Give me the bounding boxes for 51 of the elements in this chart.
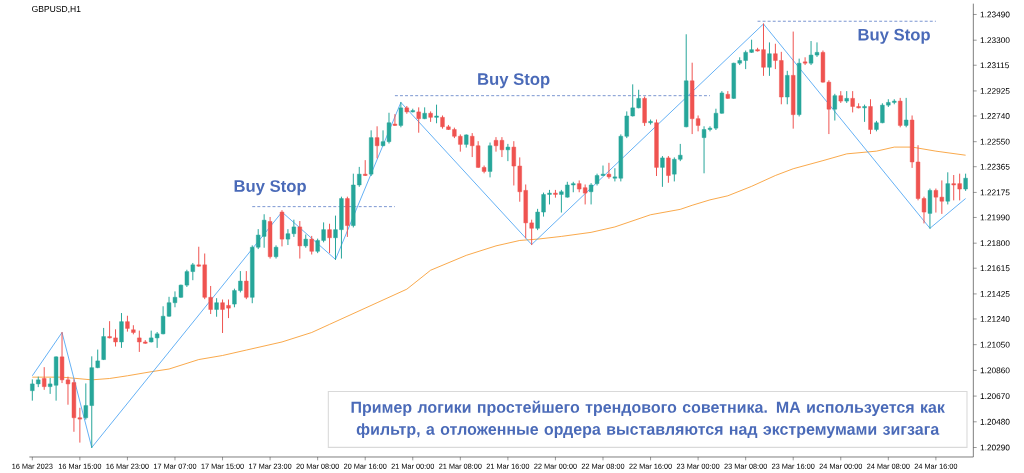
- candlestick: [588, 183, 594, 205]
- candlestick: [244, 271, 249, 300]
- candlestick: [666, 156, 671, 183]
- candlestick: [785, 70, 790, 105]
- candlestick: [363, 160, 368, 177]
- candlestick: [802, 57, 808, 66]
- candlestick: [648, 119, 653, 125]
- annotation: Buy Stop: [234, 180, 306, 196]
- candlestick: [945, 172, 950, 205]
- candlestick: [398, 101, 404, 128]
- y-tick-label: 1.20480: [980, 418, 1010, 425]
- candlestick: [832, 93, 837, 121]
- candlestick: [416, 107, 421, 133]
- candlestick: [42, 367, 47, 390]
- annotation: Buy Stop: [478, 73, 550, 89]
- candlestick: [606, 162, 612, 179]
- y-tick-label: 1.23115: [980, 62, 1009, 69]
- y-tick-label: 1.22175: [980, 189, 1010, 196]
- annotation: Buy Stop: [858, 28, 930, 44]
- y-tick-label: 1.21990: [980, 214, 1010, 221]
- candlestick: [904, 97, 909, 128]
- annotation: Пример логики простейшего трендового советника. MA используется как фильтр, а отложенные ордера выставляются над экстремумами зигзага: [351, 400, 945, 439]
- y-tick-label: 1.22550: [980, 138, 1010, 145]
- y-tick-label: 1.21050: [980, 341, 1010, 348]
- y-tick-label: 1.22925: [980, 88, 1010, 94]
- chart-title: GBPUSD,H1: [32, 5, 81, 13]
- candlestick: [927, 188, 933, 229]
- y-tick-label: 1.22740: [980, 113, 1010, 119]
- candlestick: [101, 327, 106, 361]
- candlestick: [868, 99, 873, 135]
- y-tick-label: 1.20290: [980, 444, 1010, 451]
- candlestick: [327, 223, 332, 254]
- y-tick-label: 1.20860: [980, 367, 1010, 374]
- candlestick: [505, 143, 511, 162]
- y-tick-label: 1.21240: [980, 316, 1010, 322]
- candlestick: [392, 114, 398, 126]
- candlestick: [660, 156, 665, 187]
- y-tick-label: 1.23490: [980, 11, 1010, 18]
- candlestick: [862, 104, 867, 122]
- y-tick-label: 1.21425: [980, 290, 1010, 297]
- line-series: [31, 23, 967, 448]
- y-tick-label: 1.20670: [980, 393, 1010, 400]
- candlestick: [374, 126, 380, 159]
- candlestick: [119, 313, 124, 348]
- y-tick-label: 1.22365: [980, 163, 1010, 170]
- candlestick: [767, 42, 772, 76]
- y-tick-label: 1.21800: [980, 240, 1010, 247]
- y-tick-label: 1.23300: [980, 37, 1010, 44]
- line-series: [31, 146, 967, 381]
- candlestick: [297, 221, 302, 259]
- y-tick-label: 1.21615: [980, 265, 1010, 272]
